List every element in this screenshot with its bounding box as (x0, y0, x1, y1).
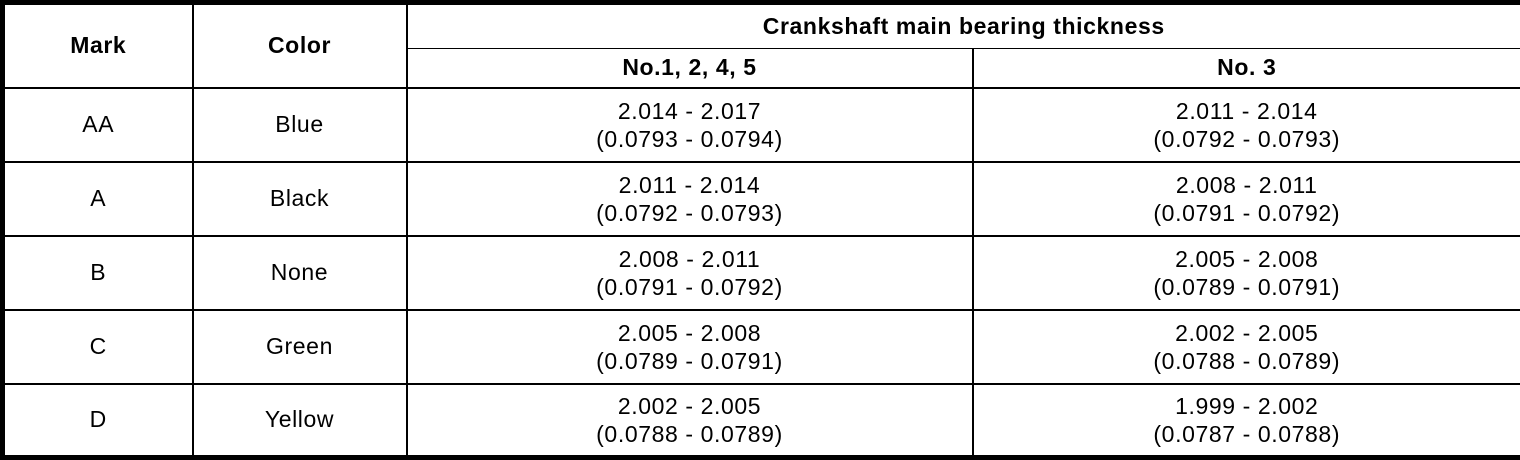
color-cell: None (191, 234, 408, 311)
thickness-no3-cell: 2.011 - 2.014 (0.0792 - 0.0793) (971, 86, 1520, 163)
thickness-no3-cell: 2.005 - 2.008 (0.0789 - 0.0791) (971, 234, 1520, 311)
thickness-no3-cell: 1.999 - 2.002 (0.0787 - 0.0788) (971, 382, 1520, 459)
thickness-in: (0.0792 - 0.0793) (596, 199, 783, 226)
thickness-mm: 2.008 - 2.011 (618, 245, 761, 272)
thickness-mm: 2.014 - 2.017 (617, 97, 762, 124)
mark-cell: B (1, 234, 194, 311)
table-row-a: A Black 2.011 - 2.014 (0.0792 - 0.0793) … (1, 160, 1520, 237)
thickness-no1245-cell: 2.002 - 2.005 (0.0788 - 0.0789) (405, 382, 974, 459)
thickness-in: (0.0792 - 0.0793) (1153, 125, 1341, 152)
column-header-no3: No. 3 (971, 48, 1520, 89)
header-row-group: Mark Color Crankshaft main bearing thick… (1, 1, 1520, 89)
color-cell: Green (191, 308, 408, 385)
thickness-mm: 2.002 - 2.005 (617, 392, 762, 419)
color-cell: Yellow (191, 382, 408, 459)
table-row-c: C Green 2.005 - 2.008 (0.0789 - 0.0791) … (1, 308, 1520, 385)
thickness-no3-cell: 2.008 - 2.011 (0.0791 - 0.0792) (971, 160, 1520, 237)
column-header-no1245: No.1, 2, 4, 5 (405, 48, 974, 89)
mark-cell: C (1, 308, 194, 385)
thickness-mm: 2.002 - 2.005 (1175, 319, 1319, 346)
mark-cell: AA (1, 86, 194, 163)
table-row-d: D Yellow 2.002 - 2.005 (0.0788 - 0.0789)… (1, 382, 1520, 459)
column-header-thickness-group: Crankshaft main bearing thickness (405, 1, 1520, 49)
thickness-in: (0.0789 - 0.0791) (1153, 273, 1341, 300)
column-header-color: Color (191, 1, 408, 89)
thickness-no1245-cell: 2.011 - 2.014 (0.0792 - 0.0793) (405, 160, 974, 237)
thickness-mm: 2.005 - 2.008 (1175, 245, 1319, 272)
thickness-no1245-cell: 2.008 - 2.011 (0.0791 - 0.0792) (405, 234, 974, 311)
thickness-mm: 2.005 - 2.008 (617, 319, 762, 346)
thickness-in: (0.0791 - 0.0792) (596, 273, 783, 300)
thickness-no3-cell: 2.002 - 2.005 (0.0788 - 0.0789) (971, 308, 1520, 385)
thickness-in: (0.0787 - 0.0788) (1153, 420, 1341, 447)
thickness-in: (0.0788 - 0.0789) (1153, 347, 1341, 374)
color-cell: Black (191, 160, 408, 237)
color-cell: Blue (191, 86, 408, 163)
thickness-mm: 1.999 - 2.002 (1175, 392, 1319, 419)
mark-cell: A (1, 160, 194, 237)
thickness-mm: 2.011 - 2.014 (618, 171, 761, 198)
thickness-in: (0.0788 - 0.0789) (596, 420, 783, 447)
thickness-mm: 2.008 - 2.011 (1175, 171, 1318, 198)
table-row-aa: AA Blue 2.014 - 2.017 (0.0793 - 0.0794) … (1, 86, 1520, 163)
column-header-mark: Mark (1, 1, 194, 89)
thickness-in: (0.0791 - 0.0792) (1153, 199, 1341, 226)
thickness-mm: 2.011 - 2.014 (1175, 97, 1318, 124)
thickness-no1245-cell: 2.005 - 2.008 (0.0789 - 0.0791) (405, 308, 974, 385)
table-row-b: B None 2.008 - 2.011 (0.0791 - 0.0792) 2… (1, 234, 1520, 311)
mark-cell: D (1, 382, 194, 459)
header-row-sub: No.1, 2, 4, 5 No. 3 (3, 48, 1520, 89)
thickness-no1245-cell: 2.014 - 2.017 (0.0793 - 0.0794) (405, 86, 974, 163)
thickness-in: (0.0789 - 0.0791) (596, 347, 783, 374)
thickness-in: (0.0793 - 0.0794) (596, 125, 783, 152)
